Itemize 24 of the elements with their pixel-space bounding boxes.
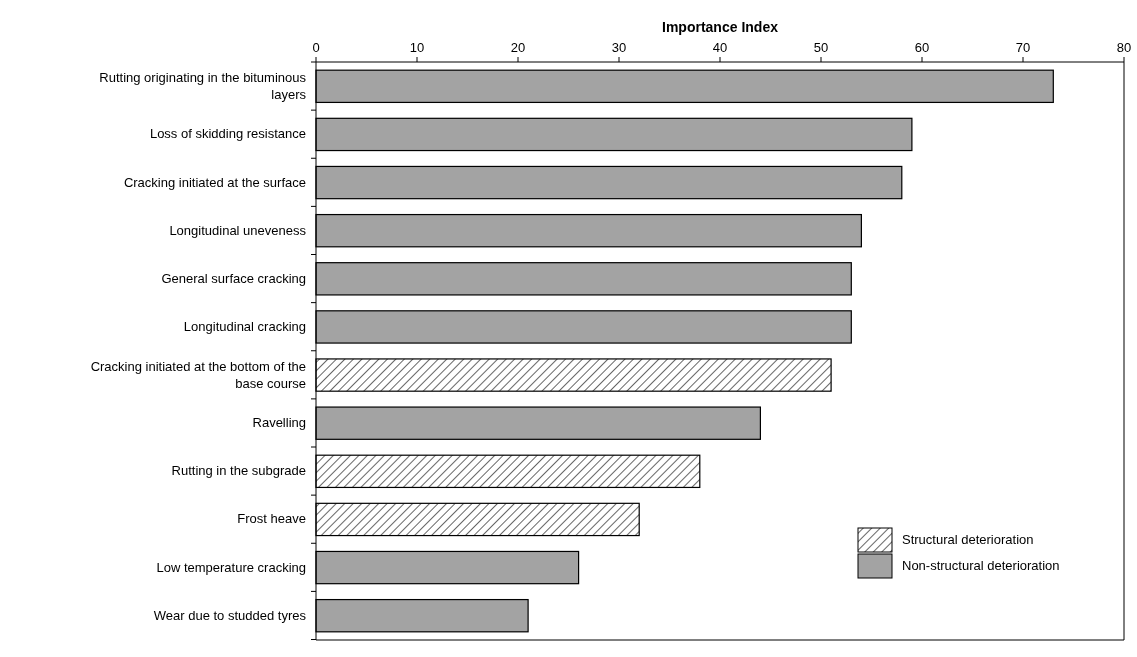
y-tick-label: Rutting in the subgrade bbox=[171, 463, 306, 479]
x-tick-label: 30 bbox=[611, 40, 627, 55]
y-tick-label: Loss of skidding resistance bbox=[149, 126, 306, 142]
y-tick-label: Low temperature cracking bbox=[156, 559, 306, 575]
y-tick-label: Wear due to studded tyres bbox=[153, 607, 307, 623]
x-tick-label: 20 bbox=[510, 40, 526, 55]
y-tick-label: Frost heave bbox=[237, 511, 306, 527]
x-tick-label: 10 bbox=[409, 40, 425, 55]
x-axis-title: Importance Index bbox=[662, 19, 779, 35]
y-tick-label: Cracking initiated at the surface bbox=[123, 174, 306, 190]
y-tick-label: Rutting originating in the bituminous layers bbox=[99, 70, 307, 103]
y-tick-label: General surface cracking bbox=[161, 270, 306, 286]
y-tick-label: Longitudinal cracking bbox=[183, 318, 306, 334]
x-tick-label: 60 bbox=[914, 40, 930, 55]
x-tick-label: 50 bbox=[813, 40, 829, 55]
x-tick-label: 70 bbox=[1015, 40, 1031, 55]
x-tick-label: 80 bbox=[1116, 40, 1132, 55]
legend-label: Structural deterioration bbox=[902, 532, 1034, 547]
y-tick-label: Ravelling bbox=[252, 415, 306, 431]
y-tick-label: Longitudinal uneveness bbox=[169, 222, 307, 238]
legend-label: Non-structural deterioration bbox=[902, 558, 1060, 573]
x-tick-label: 40 bbox=[712, 40, 728, 55]
x-tick-label: 0 bbox=[312, 40, 320, 55]
y-tick-label: Cracking initiated at the bottom of the base course bbox=[90, 359, 306, 392]
